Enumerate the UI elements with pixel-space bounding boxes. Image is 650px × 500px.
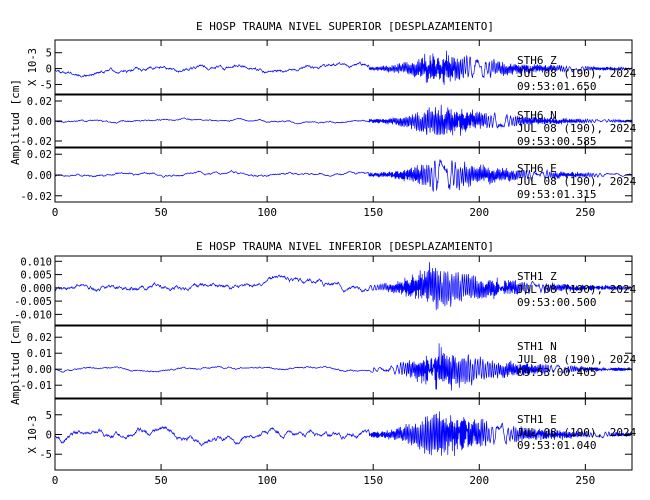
date-label: JUL 08 (190), 2024 — [517, 426, 637, 439]
station-component-label: STH1 Z — [517, 270, 557, 283]
y-tick-label: 0.02 — [27, 96, 52, 108]
y-tick-label: 0.00 — [27, 364, 52, 376]
x-tick-label: 50 — [154, 474, 167, 487]
y-tick-label: -5 — [39, 449, 52, 461]
y-tick-label: -0.005 — [14, 296, 52, 308]
waveform-line — [55, 104, 633, 136]
time-label: 09:53:00.405 — [517, 366, 596, 379]
y-tick-label: 0.010 — [20, 256, 52, 268]
time-label: 09:53:01.650 — [517, 80, 596, 93]
y-tick-label: -5 — [39, 79, 52, 91]
x-tick-label: 0 — [52, 474, 59, 487]
station-component-label: STH6 E — [517, 162, 557, 175]
date-label: JUL 08 (190), 2024 — [517, 175, 637, 188]
y-tick-label: -0.01 — [20, 380, 52, 392]
waveform-line — [54, 343, 633, 391]
waveform-line — [54, 262, 633, 311]
time-label: 09:53:01.315 — [517, 188, 596, 201]
lower-ylabel: Amplitud [cm] — [9, 319, 22, 405]
lower-figure-title: E HOSP TRAUMA NIVEL INFERIOR [DESPLAZAMI… — [196, 240, 494, 253]
date-label: JUL 08 (190), 2024 — [517, 283, 637, 296]
y-tick-label: 5 — [46, 410, 52, 422]
upper-figure: E HOSP TRAUMA NIVEL SUPERIOR [DESPLAZAMI… — [9, 20, 637, 219]
station-component-label: STH1 N — [517, 340, 557, 353]
upper-figure-title: E HOSP TRAUMA NIVEL SUPERIOR [DESPLAZAMI… — [196, 20, 494, 33]
panel-frame — [54, 39, 633, 95]
date-label: JUL 08 (190), 2024 — [517, 67, 637, 80]
x-tick-label: 0 — [52, 206, 59, 219]
time-label: 09:53:00.585 — [517, 135, 596, 148]
panel-frame — [54, 255, 633, 326]
x-tick-label: 150 — [363, 206, 383, 219]
y-tick-label: -0.02 — [20, 191, 52, 203]
lower-figure: E HOSP TRAUMA NIVEL INFERIOR [DESPLAZAMI… — [9, 240, 637, 487]
station-component-label: STH6 Z — [517, 54, 557, 67]
scale-factor-label: X 10-3 — [27, 416, 39, 454]
y-tick-label: 0 — [46, 64, 52, 76]
y-tick-label: 5 — [46, 48, 52, 60]
time-label: 09:53:00.500 — [517, 296, 596, 309]
upper-ylabel: Amplitud [cm] — [9, 79, 22, 165]
y-tick-label: -0.010 — [14, 309, 52, 321]
y-tick-label: 0.02 — [27, 149, 52, 161]
date-label: JUL 08 (190), 2024 — [517, 353, 637, 366]
y-tick-label: -0.02 — [20, 136, 52, 148]
x-tick-label: 100 — [257, 474, 277, 487]
x-tick-label: 50 — [154, 206, 167, 219]
x-tick-label: 250 — [575, 206, 595, 219]
x-tick-label: 200 — [469, 206, 489, 219]
y-tick-label: 0.01 — [27, 348, 52, 360]
y-tick-label: 0.000 — [20, 283, 52, 295]
x-tick-label: 150 — [363, 474, 383, 487]
y-tick-label: 0.00 — [27, 116, 52, 128]
scale-factor-label: X 10-3 — [27, 48, 39, 86]
y-tick-label: 0.00 — [27, 170, 52, 182]
y-tick-label: 0.02 — [27, 332, 52, 344]
date-label: JUL 08 (190), 2024 — [517, 122, 637, 135]
x-tick-label: 250 — [575, 474, 595, 487]
x-tick-label: 100 — [257, 206, 277, 219]
waveform-line — [54, 411, 633, 457]
station-component-label: STH6 N — [517, 109, 557, 122]
waveform-line — [54, 159, 633, 192]
y-tick-label: 0 — [46, 430, 52, 442]
y-tick-label: 0.005 — [20, 270, 52, 282]
panel-frame — [54, 325, 633, 399]
station-component-label: STH1 E — [517, 413, 557, 426]
waveform-line — [54, 50, 633, 85]
x-tick-label: 200 — [469, 474, 489, 487]
time-label: 09:53:01.040 — [517, 439, 596, 452]
